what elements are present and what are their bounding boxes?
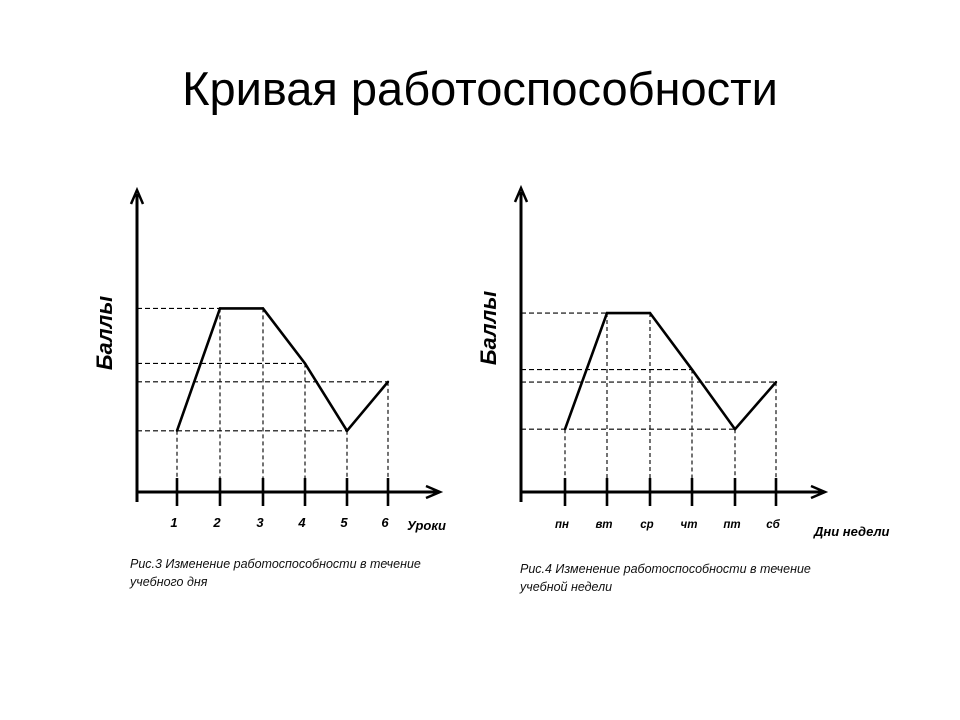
chart-day: 1 2 3 4 5 6 Баллы Уроки (92, 186, 446, 533)
series-line (563, 311, 777, 432)
data-point (690, 368, 694, 371)
x-tick-label: 4 (297, 515, 306, 530)
data-point (261, 307, 265, 310)
x-tick-label: пт (723, 519, 740, 531)
x-tick-label: вт (595, 519, 612, 531)
data-point (218, 307, 222, 310)
data-point (563, 428, 567, 431)
chart-week-caption: Рис.4 Изменение работоспособности в тече… (520, 562, 811, 594)
x-tick-label: 5 (340, 515, 348, 530)
x-tick-label: 6 (381, 515, 389, 530)
series-line (175, 307, 389, 434)
chart-week: пн вт ср чт пт сб Баллы Дни недели (476, 184, 890, 539)
x-axis-label: Дни недели (813, 524, 890, 539)
x-tick-label: сб (766, 519, 780, 531)
slide-title: Кривая работоспособности (182, 62, 778, 115)
x-axis-arrow (810, 484, 829, 500)
data-point (345, 429, 349, 432)
chart-day-caption: Рис.3 Изменение работоспособности в тече… (130, 557, 421, 589)
data-point (605, 311, 609, 315)
y-axis-label: Баллы (92, 296, 117, 370)
x-axis-label: Уроки (407, 518, 446, 533)
y-axis-arrow (129, 186, 145, 205)
data-point (774, 380, 778, 384)
x-axis-arrow (425, 484, 444, 500)
x-tick-label: 3 (256, 515, 264, 530)
data-point (175, 429, 179, 432)
data-point (303, 362, 307, 365)
y-axis-arrow (513, 184, 529, 203)
x-tick-label: пн (555, 519, 569, 531)
data-point (733, 428, 737, 431)
x-tick-label: чт (681, 519, 698, 531)
x-tick-label: 2 (212, 515, 221, 530)
y-axis-label: Баллы (476, 291, 501, 365)
data-point (386, 380, 390, 384)
x-tick-label: 1 (170, 515, 177, 530)
x-tick-label: ср (640, 519, 653, 531)
data-point (648, 311, 652, 315)
